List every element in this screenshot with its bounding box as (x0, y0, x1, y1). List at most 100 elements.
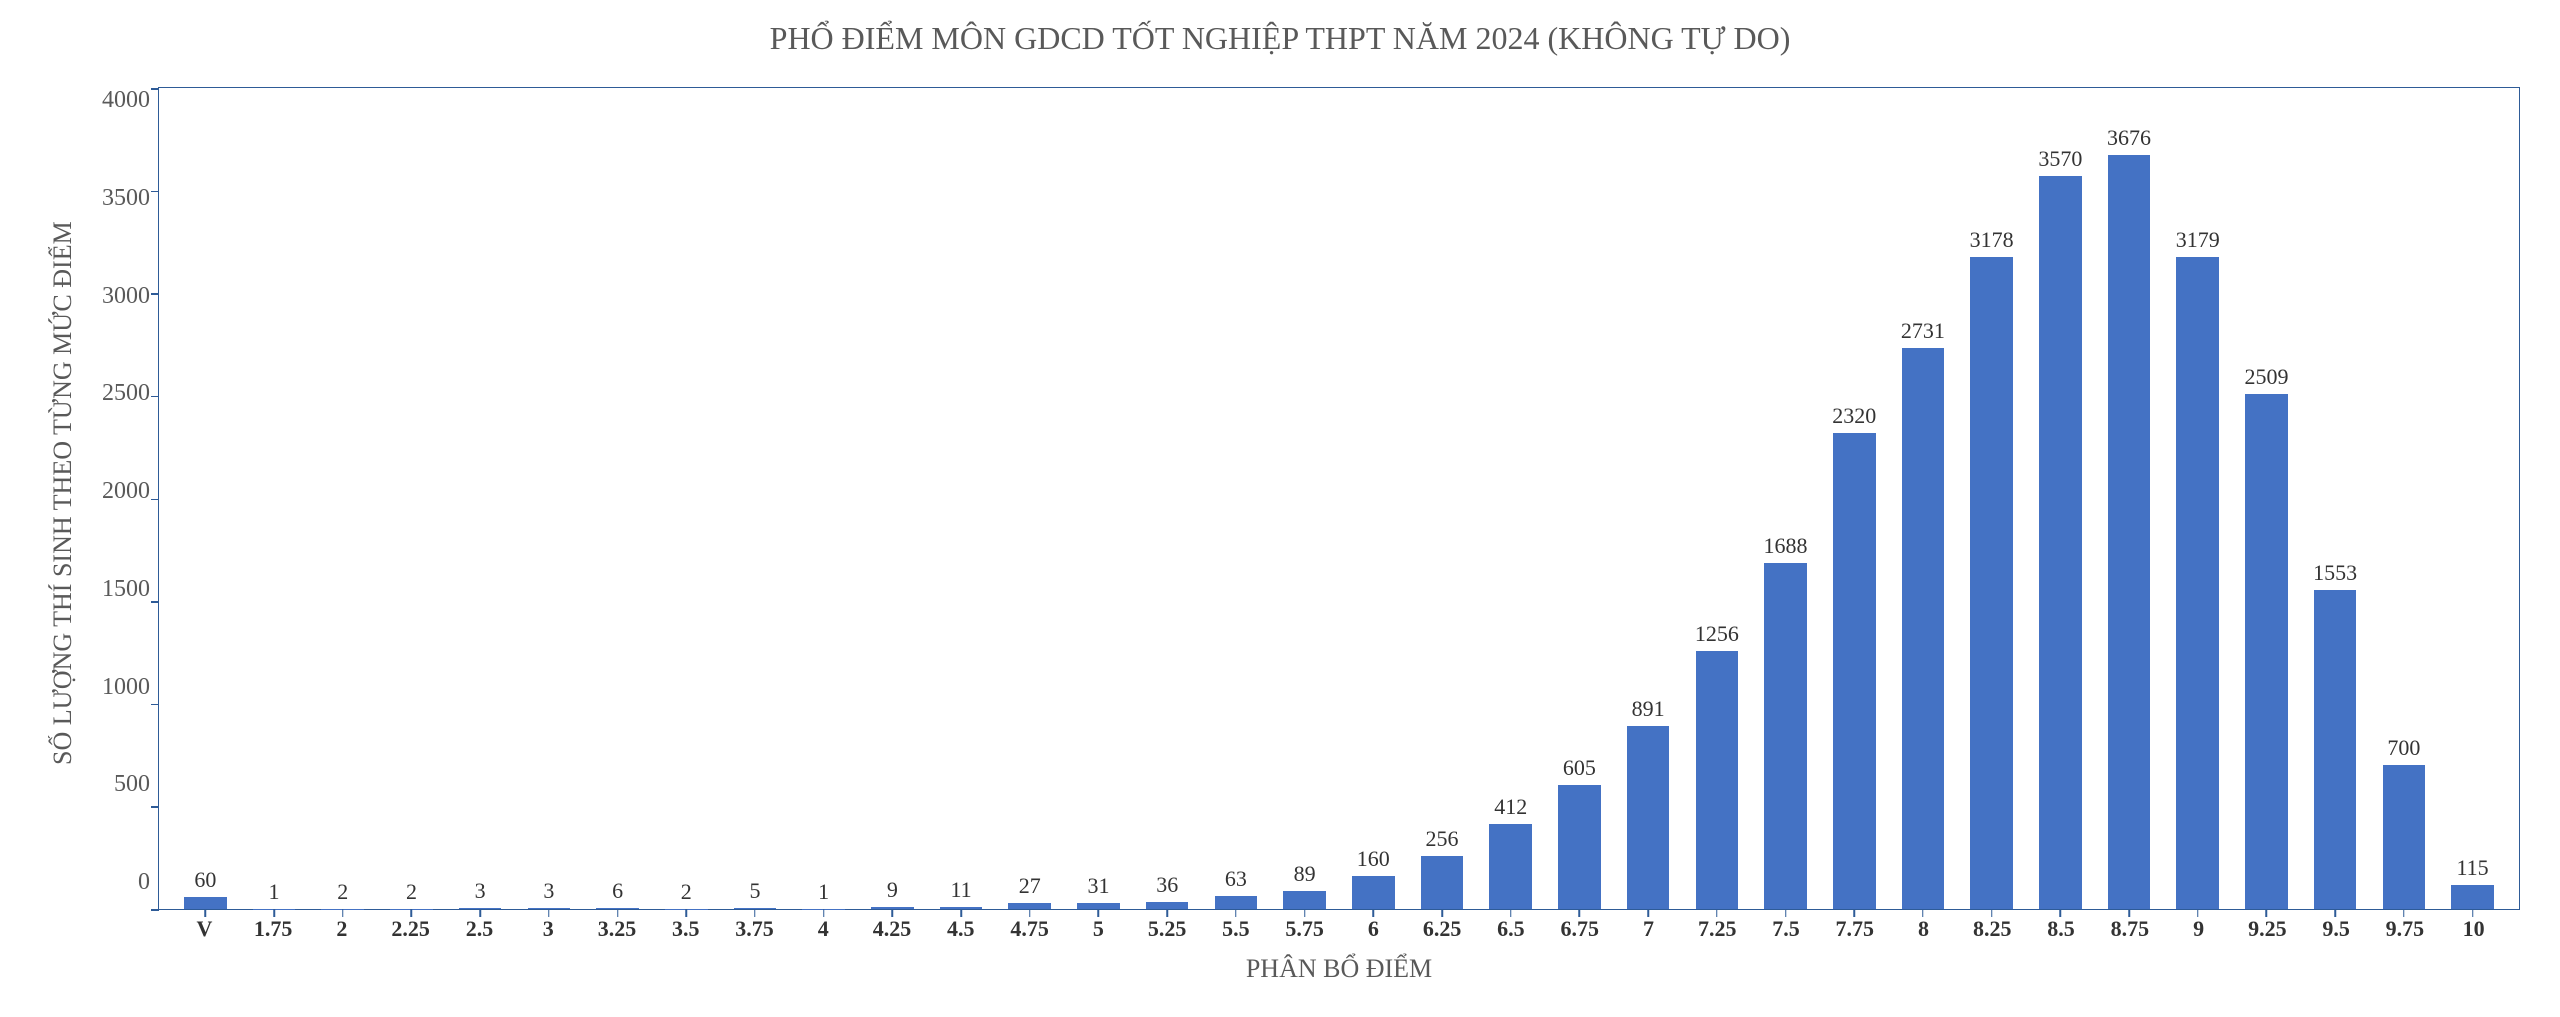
x-tick-label: 5.5 (1201, 916, 1270, 942)
bar-column: 2 (308, 88, 377, 909)
bar-column: 1688 (1751, 88, 1820, 909)
x-tick-mark (411, 909, 413, 917)
x-tick-mark (1647, 909, 1649, 917)
bar (1215, 896, 1258, 909)
x-tick-mark (1441, 909, 1443, 917)
bar-column: 60 (171, 88, 240, 909)
x-tick-label: 7.5 (1752, 916, 1821, 942)
bar (1352, 876, 1395, 909)
bar-column: 2509 (2232, 88, 2301, 909)
x-tick-mark (1235, 909, 1237, 917)
y-tick-mark (151, 909, 159, 911)
x-tick-label: 5.75 (1270, 916, 1339, 942)
y-tick-label: 2500 (78, 380, 158, 407)
bar-value-label: 412 (1494, 794, 1527, 820)
x-tick-mark (1716, 909, 1718, 917)
x-tick-label: 8.5 (2027, 916, 2096, 942)
bar-value-label: 63 (1225, 866, 1247, 892)
x-tick-label: 8.75 (2095, 916, 2164, 942)
x-tick-label: 7.25 (1683, 916, 1752, 942)
x-tick-label: 4 (789, 916, 858, 942)
x-tick-mark (1029, 909, 1031, 917)
x-tick-label: 9.75 (2371, 916, 2440, 942)
bar-column: 5 (721, 88, 790, 909)
bar-column: 3570 (2026, 88, 2095, 909)
bar-value-label: 1 (269, 879, 280, 905)
x-tick-mark (1853, 909, 1855, 917)
bar-value-label: 2320 (1832, 403, 1876, 429)
x-tick-label: 6.5 (1477, 916, 1546, 942)
bar (1146, 902, 1189, 909)
chart-container: PHỔ ĐIỂM MÔN GDCD TỐT NGHIỆP THPT NĂM 20… (0, 0, 2560, 1017)
bar-column: 700 (2370, 88, 2439, 909)
bar (1902, 348, 1945, 909)
bar-column: 1 (240, 88, 309, 909)
bar (1970, 257, 2013, 909)
bar-value-label: 1553 (2313, 560, 2357, 586)
y-tick-label: 2000 (78, 478, 158, 505)
y-tick-mark (151, 191, 159, 193)
bar-value-label: 9 (887, 877, 898, 903)
y-axis-label: SỐ LƯỢNG THÍ SINH THEO TỪNG MỨC ĐIỂM (40, 67, 78, 919)
x-tick-mark (1373, 909, 1375, 917)
x-tick-mark (2403, 909, 2405, 917)
bar-column: 9 (858, 88, 927, 909)
x-tick-label: 6 (1339, 916, 1408, 942)
bar (2383, 765, 2426, 909)
x-tick-label: 8 (1889, 916, 1958, 942)
x-axis-label: PHÂN BỔ ĐIỂM (158, 954, 2520, 984)
bar-column: 89 (1270, 88, 1339, 909)
bar-value-label: 6 (612, 878, 623, 904)
x-tick-mark (2128, 909, 2130, 917)
y-tick-mark (151, 396, 159, 398)
bar-value-label: 3676 (2107, 125, 2151, 151)
x-tick-mark (1922, 909, 1924, 917)
x-tick-mark (2266, 909, 2268, 917)
x-tick-label: 4.25 (858, 916, 927, 942)
bar-column: 160 (1339, 88, 1408, 909)
x-tick-mark (617, 909, 619, 917)
bar-value-label: 891 (1632, 696, 1665, 722)
y-tick-mark (151, 704, 159, 706)
bar-column: 2 (652, 88, 721, 909)
bar-value-label: 89 (1294, 861, 1316, 887)
x-tick-mark (2197, 909, 2199, 917)
chart-inner: SỐ LƯỢNG THÍ SINH THEO TỪNG MỨC ĐIỂM 400… (40, 67, 2520, 984)
y-tick-label: 1000 (78, 674, 158, 701)
bar-value-label: 3178 (1970, 227, 2014, 253)
x-tick-mark (823, 909, 825, 917)
bar (1421, 856, 1464, 909)
x-tick-label: 9.25 (2233, 916, 2302, 942)
bar-column: 31 (1064, 88, 1133, 909)
x-tick-mark (1098, 909, 1100, 917)
x-tick-label: 9 (2164, 916, 2233, 942)
x-tick-label: 3.25 (583, 916, 652, 942)
bar-column: 3 (515, 88, 584, 909)
bar-column: 27 (995, 88, 1064, 909)
bar-value-label: 3570 (2038, 146, 2082, 172)
plot-and-x-axis: 6012233625191127313663891602564126058911… (158, 67, 2520, 984)
bar-column: 63 (1202, 88, 1271, 909)
bar (1627, 726, 1670, 909)
bar (1283, 891, 1326, 909)
bar-value-label: 1688 (1764, 533, 1808, 559)
bar-value-label: 5 (749, 878, 760, 904)
x-tick-label: 3.75 (720, 916, 789, 942)
bar (1764, 563, 1807, 909)
bar (1558, 785, 1601, 909)
bar-value-label: 605 (1563, 755, 1596, 781)
x-tick-mark (342, 909, 344, 917)
x-tick-mark (1579, 909, 1581, 917)
y-tick-mark (151, 499, 159, 501)
x-tick-label: 2.5 (445, 916, 514, 942)
bar-column: 891 (1614, 88, 1683, 909)
bar-value-label: 11 (950, 877, 971, 903)
bar-column: 3178 (1957, 88, 2026, 909)
x-tick-label: 4.5 (926, 916, 995, 942)
x-tick-label: 5.25 (1133, 916, 1202, 942)
bar-column: 2320 (1820, 88, 1889, 909)
y-tick-label: 0 (78, 869, 158, 896)
bar (1489, 824, 1532, 909)
y-tick-marks (151, 88, 159, 909)
bar-column: 3 (446, 88, 515, 909)
